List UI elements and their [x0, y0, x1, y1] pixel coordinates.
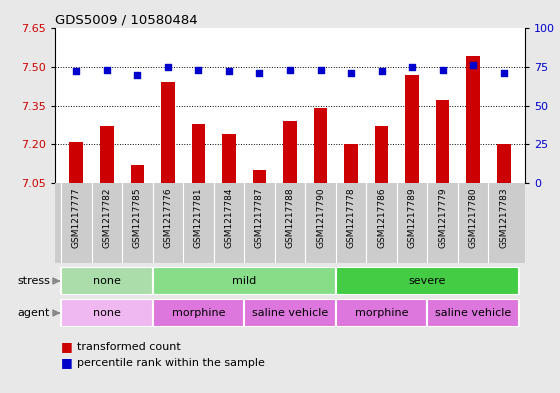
- Point: [225, 68, 234, 75]
- Point: [164, 64, 172, 70]
- Text: none: none: [93, 276, 121, 286]
- Bar: [153, 299, 244, 327]
- Text: GSM1217777: GSM1217777: [72, 187, 81, 248]
- Point: [102, 67, 111, 73]
- Text: GSM1217784: GSM1217784: [225, 187, 234, 248]
- Point: [72, 68, 81, 75]
- Text: GSM1217783: GSM1217783: [499, 187, 508, 248]
- Point: [408, 64, 417, 70]
- Bar: [336, 267, 519, 295]
- Text: transformed count: transformed count: [77, 342, 181, 352]
- Text: GSM1217786: GSM1217786: [377, 187, 386, 248]
- Text: saline vehicle: saline vehicle: [252, 308, 328, 318]
- Text: GSM1217776: GSM1217776: [164, 187, 172, 248]
- Point: [194, 67, 203, 73]
- Text: GSM1217782: GSM1217782: [102, 187, 111, 248]
- Point: [255, 70, 264, 76]
- Bar: [192, 123, 206, 183]
- Text: saline vehicle: saline vehicle: [435, 308, 511, 318]
- Text: ■: ■: [60, 340, 76, 353]
- Bar: [436, 100, 450, 183]
- Bar: [244, 299, 336, 327]
- Text: GSM1217780: GSM1217780: [469, 187, 478, 248]
- Bar: [61, 299, 153, 327]
- Text: severe: severe: [409, 276, 446, 286]
- Point: [133, 72, 142, 78]
- Bar: [466, 57, 480, 183]
- Text: GSM1217785: GSM1217785: [133, 187, 142, 248]
- Text: percentile rank within the sample: percentile rank within the sample: [77, 358, 265, 368]
- Bar: [153, 267, 336, 295]
- Bar: [375, 126, 389, 183]
- Bar: [130, 165, 144, 183]
- Text: GSM1217778: GSM1217778: [347, 187, 356, 248]
- Bar: [497, 144, 511, 183]
- Bar: [61, 267, 153, 295]
- Text: none: none: [93, 308, 121, 318]
- Bar: [222, 134, 236, 183]
- Text: stress: stress: [17, 276, 50, 286]
- Point: [347, 70, 356, 76]
- Text: morphine: morphine: [172, 308, 225, 318]
- Text: GDS5009 / 10580484: GDS5009 / 10580484: [55, 13, 198, 26]
- Point: [438, 67, 447, 73]
- Text: GSM1217779: GSM1217779: [438, 187, 447, 248]
- Point: [499, 70, 508, 76]
- Bar: [344, 144, 358, 183]
- Text: GSM1217788: GSM1217788: [286, 187, 295, 248]
- Text: GSM1217787: GSM1217787: [255, 187, 264, 248]
- Bar: [405, 75, 419, 183]
- Point: [469, 62, 478, 68]
- Point: [316, 67, 325, 73]
- Bar: [69, 141, 83, 183]
- Point: [377, 68, 386, 75]
- Text: ■: ■: [60, 356, 76, 369]
- Point: [286, 67, 295, 73]
- Bar: [100, 126, 114, 183]
- Text: GSM1217781: GSM1217781: [194, 187, 203, 248]
- Bar: [283, 121, 297, 183]
- Text: morphine: morphine: [355, 308, 408, 318]
- Text: agent: agent: [17, 308, 50, 318]
- Text: GSM1217789: GSM1217789: [408, 187, 417, 248]
- Text: mild: mild: [232, 276, 256, 286]
- Bar: [161, 82, 175, 183]
- Bar: [427, 299, 519, 327]
- Bar: [253, 170, 267, 183]
- Bar: [336, 299, 427, 327]
- Text: GSM1217790: GSM1217790: [316, 187, 325, 248]
- Bar: [314, 108, 328, 183]
